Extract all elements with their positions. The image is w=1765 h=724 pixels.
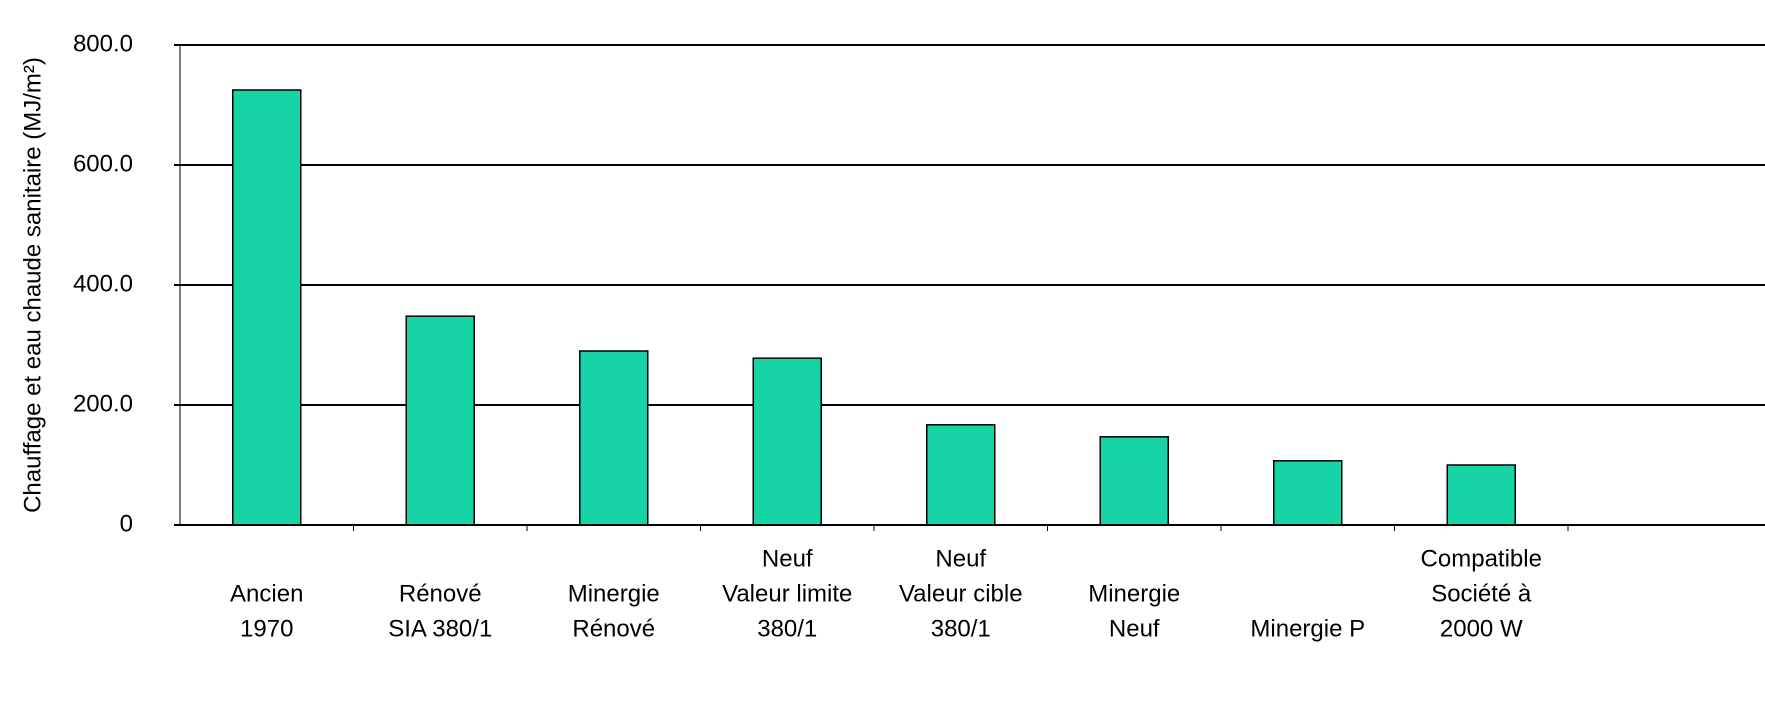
x-tick-label: Société à (1431, 580, 1532, 607)
x-tick-label: Neuf (935, 545, 986, 572)
y-tick-label: 800.0 (73, 30, 133, 57)
x-tick-label: Valeur limite (722, 580, 852, 607)
x-tick-label: Neuf (762, 545, 813, 572)
bar (1099, 436, 1169, 526)
x-tick-label: Rénové (399, 580, 482, 607)
x-tick-label: SIA 380/1 (388, 615, 492, 642)
bar (1273, 460, 1343, 526)
x-tick-label: Minergie (568, 580, 660, 607)
bar (752, 357, 822, 526)
x-tick-label: 380/1 (757, 615, 817, 642)
y-tick-label: 0 (120, 510, 133, 537)
y-tick-label: 600.0 (73, 150, 133, 177)
bar (405, 315, 475, 526)
x-tick-label: 380/1 (931, 615, 991, 642)
x-tick-label: Rénové (572, 615, 655, 642)
x-tick-label: Valeur cible (899, 580, 1023, 607)
x-tick-label: 1970 (240, 615, 293, 642)
bar (579, 350, 649, 526)
bar (926, 424, 996, 526)
bar (1446, 464, 1516, 526)
x-tick-label: Ancien (230, 580, 303, 607)
y-axis-label: Chauffage et eau chaude sanitaire (MJ/m²… (19, 57, 46, 513)
x-tick-label: Minergie (1088, 580, 1180, 607)
y-tick-label: 200.0 (73, 390, 133, 417)
x-tick-label: Compatible (1421, 545, 1542, 572)
x-tick-label: 2000 W (1440, 615, 1523, 642)
bar (232, 89, 302, 526)
x-tick-label: Neuf (1109, 615, 1160, 642)
y-tick-label: 400.0 (73, 270, 133, 297)
x-tick-label: Minergie P (1250, 615, 1365, 642)
